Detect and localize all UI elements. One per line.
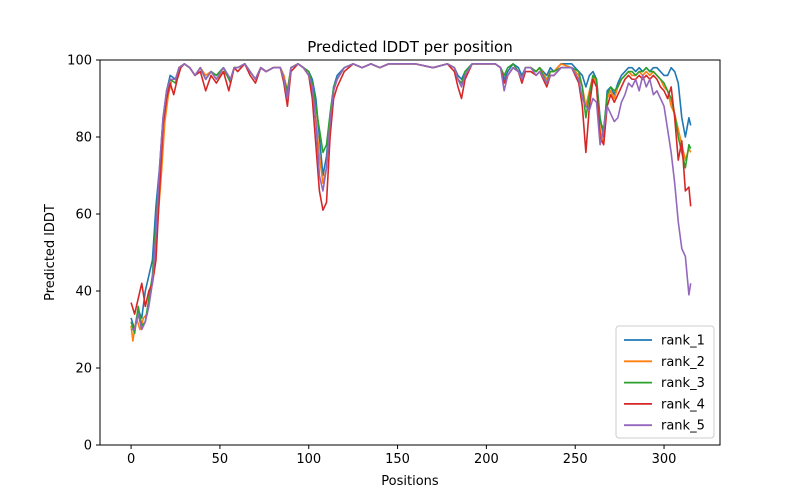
y-tick-label: 100 — [67, 54, 92, 69]
legend-item: rank_5 — [624, 419, 705, 434]
legend-box — [615, 325, 715, 439]
y-tick-label: 40 — [75, 285, 92, 300]
y-tick-label: 60 — [75, 208, 92, 223]
legend-label: rank_1 — [661, 334, 705, 349]
y-tick-label: 20 — [75, 362, 92, 377]
plot-frame — [99, 59, 721, 446]
x-tick-label: 250 — [563, 452, 588, 467]
legend-item: rank_1 — [624, 334, 705, 349]
plot-series-layer — [130, 63, 692, 342]
y-tick-label: 0 — [84, 439, 92, 454]
legend-label: rank_5 — [661, 419, 705, 434]
legend-items: rank_1 rank_2 rank_3 rank_4 rank_5 — [624, 334, 705, 434]
series-line-rank-5 — [131, 63, 692, 331]
x-tick-label: 150 — [385, 452, 410, 467]
legend-item: rank_3 — [624, 376, 705, 391]
x-tick-label: 200 — [474, 452, 499, 467]
y-axis-label: Predicted lDDT — [43, 204, 58, 301]
x-tick-label: 50 — [212, 452, 229, 467]
legend-item: rank_4 — [624, 397, 705, 412]
y-tick-label: 80 — [75, 131, 92, 146]
x-axis-label: Positions — [381, 474, 439, 489]
legend-label: rank_3 — [661, 376, 705, 391]
legend-label: rank_4 — [661, 397, 705, 412]
chart-title: Predicted lDDT per position — [307, 38, 512, 56]
x-tick-label: 0 — [127, 452, 135, 467]
x-tick-label: 300 — [652, 452, 677, 467]
legend: rank_1 rank_2 rank_3 rank_4 rank_5 — [615, 325, 715, 439]
x-tick-label: 100 — [296, 452, 321, 467]
legend-label: rank_2 — [661, 355, 705, 370]
legend-item: rank_2 — [624, 355, 705, 370]
axes-layer: 0 50 100 150 200 250 300 0 20 40 60 80 100 — [67, 54, 676, 468]
